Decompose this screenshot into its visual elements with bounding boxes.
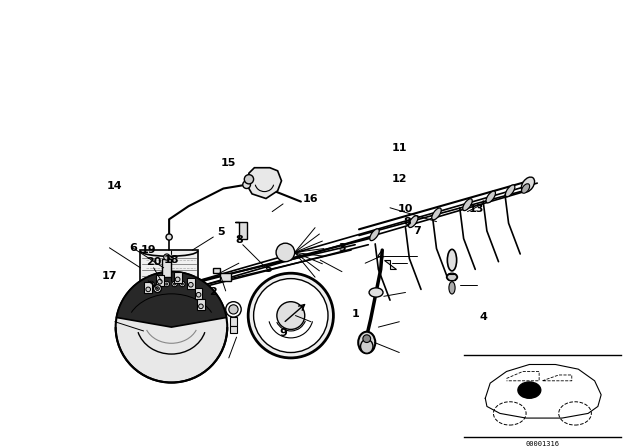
Polygon shape: [384, 260, 396, 269]
Circle shape: [518, 382, 541, 398]
Polygon shape: [235, 222, 246, 238]
Circle shape: [180, 281, 185, 287]
Bar: [156, 275, 164, 285]
Text: 14: 14: [107, 181, 123, 191]
Text: 3: 3: [338, 243, 346, 253]
Wedge shape: [116, 271, 227, 327]
Circle shape: [158, 283, 160, 285]
Bar: [187, 278, 195, 289]
Circle shape: [156, 281, 162, 287]
Text: 7: 7: [413, 226, 421, 236]
Text: 20: 20: [146, 257, 161, 267]
Circle shape: [276, 243, 294, 262]
Ellipse shape: [463, 199, 472, 211]
Bar: [230, 326, 237, 332]
Text: 6: 6: [129, 243, 136, 253]
Circle shape: [154, 285, 161, 293]
Ellipse shape: [447, 250, 457, 271]
Text: 19: 19: [140, 245, 156, 255]
Text: 5: 5: [217, 228, 225, 237]
Circle shape: [116, 271, 227, 383]
Ellipse shape: [449, 282, 455, 294]
Text: 9: 9: [279, 327, 287, 337]
Text: 5: 5: [264, 264, 271, 274]
Text: 4: 4: [479, 312, 487, 322]
Ellipse shape: [486, 191, 495, 203]
Ellipse shape: [447, 273, 458, 281]
Ellipse shape: [360, 340, 373, 353]
Text: 00001316: 00001316: [525, 441, 559, 448]
Circle shape: [363, 335, 371, 343]
Bar: [145, 282, 152, 293]
Ellipse shape: [522, 184, 530, 193]
Text: 17: 17: [102, 271, 117, 280]
Circle shape: [244, 175, 253, 184]
Ellipse shape: [432, 208, 441, 220]
Bar: [174, 272, 182, 283]
Circle shape: [277, 302, 305, 329]
Circle shape: [156, 287, 159, 291]
Circle shape: [164, 254, 170, 260]
Circle shape: [196, 293, 201, 297]
Circle shape: [243, 181, 250, 189]
Ellipse shape: [154, 288, 166, 302]
Polygon shape: [246, 168, 282, 198]
Text: 8: 8: [235, 235, 243, 245]
Circle shape: [164, 281, 170, 287]
Ellipse shape: [408, 215, 418, 228]
Ellipse shape: [506, 185, 515, 197]
Text: 13: 13: [469, 204, 484, 214]
Text: 16: 16: [303, 194, 319, 203]
Circle shape: [150, 283, 152, 285]
Ellipse shape: [369, 288, 383, 297]
Ellipse shape: [522, 177, 534, 192]
Circle shape: [226, 302, 241, 317]
Ellipse shape: [370, 229, 380, 241]
Ellipse shape: [358, 332, 375, 353]
Polygon shape: [140, 250, 198, 283]
Text: 10: 10: [398, 204, 413, 214]
Circle shape: [166, 283, 168, 285]
Bar: [197, 299, 205, 310]
Circle shape: [157, 280, 162, 284]
Bar: [162, 258, 172, 277]
Circle shape: [189, 282, 193, 287]
Circle shape: [173, 283, 176, 285]
Polygon shape: [213, 268, 231, 281]
Bar: [195, 288, 202, 299]
Text: 15: 15: [221, 158, 237, 168]
Circle shape: [253, 279, 328, 353]
Circle shape: [148, 281, 154, 287]
Circle shape: [181, 283, 184, 285]
Circle shape: [248, 273, 333, 358]
Text: 1: 1: [351, 309, 359, 319]
Text: 8: 8: [403, 217, 411, 227]
Text: 4: 4: [377, 250, 385, 260]
Circle shape: [172, 281, 177, 287]
Bar: [230, 317, 237, 326]
Circle shape: [166, 234, 172, 240]
Circle shape: [198, 304, 204, 309]
Text: 18: 18: [164, 255, 179, 265]
Circle shape: [146, 287, 150, 292]
Circle shape: [229, 305, 238, 314]
Text: 2: 2: [209, 288, 217, 297]
Circle shape: [175, 277, 180, 282]
Text: 12: 12: [392, 173, 407, 184]
Text: 11: 11: [392, 143, 407, 153]
